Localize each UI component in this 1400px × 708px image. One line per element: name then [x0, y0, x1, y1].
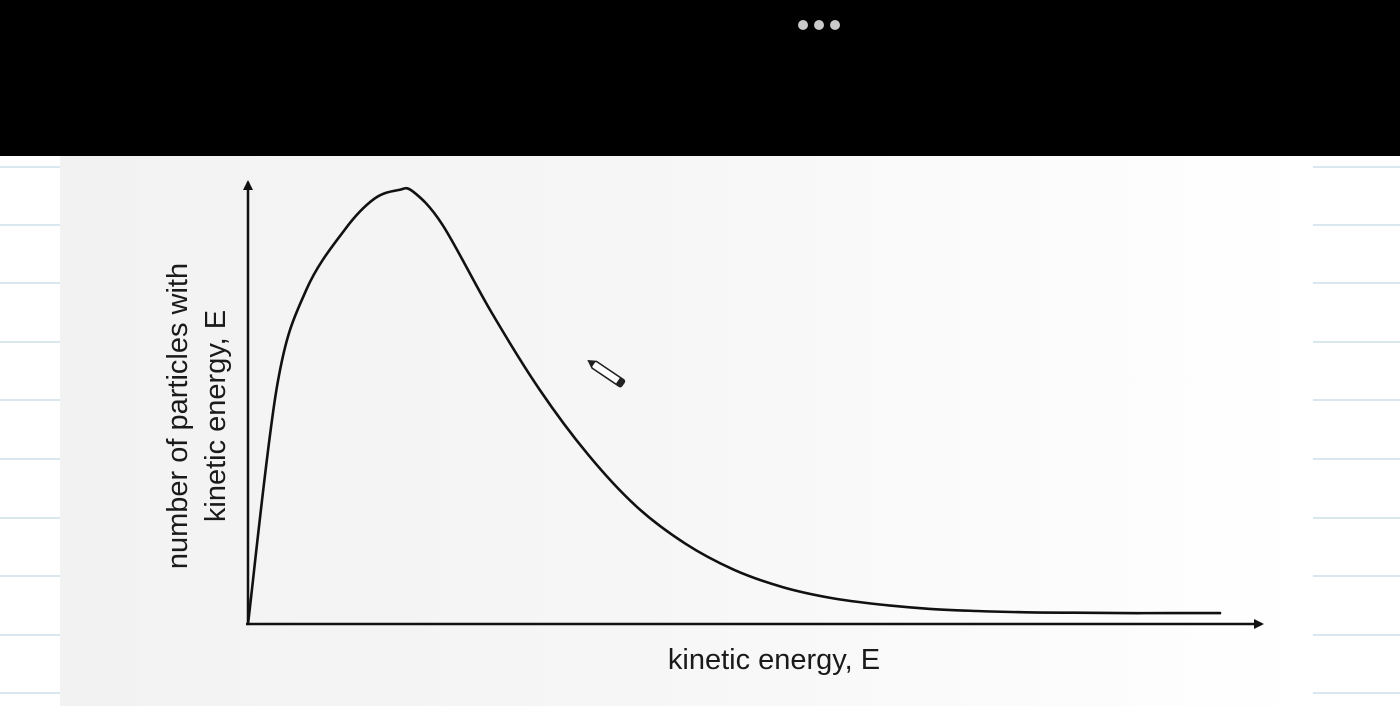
rule-line — [0, 282, 60, 284]
rule-line — [1313, 517, 1400, 519]
rule-line — [1313, 634, 1400, 636]
more-dots-icon[interactable] — [796, 19, 842, 31]
rule-line — [0, 399, 60, 401]
rule-line — [1313, 458, 1400, 460]
y-axis-title-line-1: number of particles with — [162, 263, 194, 569]
rule-line — [0, 692, 60, 694]
rule-line — [1313, 224, 1400, 226]
dot — [830, 20, 840, 30]
rule-line — [0, 458, 60, 460]
pen-cursor-icon — [587, 360, 626, 388]
chart-card: kinetic energy, E number of particles wi… — [60, 156, 1313, 706]
rule-line — [1313, 166, 1400, 168]
title-bar — [0, 0, 1400, 156]
rule-line — [1313, 399, 1400, 401]
rule-line — [0, 575, 60, 577]
rule-line — [1313, 575, 1400, 577]
energy-distribution-chart: kinetic energy, E number of particles wi… — [162, 180, 1264, 676]
y-axis-title: number of particles with kinetic energy,… — [162, 263, 232, 569]
rule-line — [1313, 282, 1400, 284]
rule-line — [0, 341, 60, 343]
rule-line — [0, 517, 60, 519]
rule-line — [0, 634, 60, 636]
rule-line — [0, 166, 60, 168]
x-axis-title: kinetic energy, E — [668, 644, 880, 676]
dot — [814, 20, 824, 30]
y-axis-title-line-2: kinetic energy, E — [200, 310, 232, 522]
rule-line — [1313, 692, 1400, 694]
rule-line — [0, 224, 60, 226]
dot — [798, 20, 808, 30]
distribution-curve — [246, 186, 1222, 626]
rule-line — [1313, 341, 1400, 343]
